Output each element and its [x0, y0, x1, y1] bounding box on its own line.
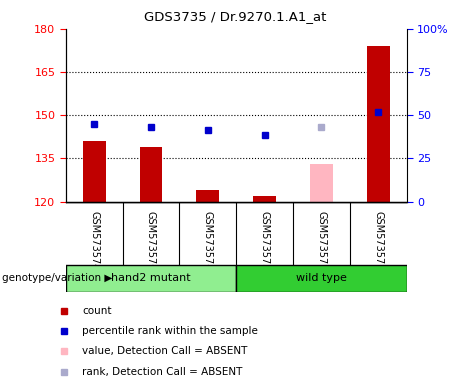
Text: count: count	[82, 306, 111, 316]
Bar	[367, 46, 390, 202]
Text: GSM573578: GSM573578	[203, 211, 213, 270]
Text: GDS3735 / Dr.9270.1.A1_at: GDS3735 / Dr.9270.1.A1_at	[144, 10, 326, 23]
Text: GSM573577: GSM573577	[373, 211, 383, 271]
Text: value, Detection Call = ABSENT: value, Detection Call = ABSENT	[82, 346, 247, 356]
Bar	[140, 147, 162, 202]
Bar	[310, 164, 333, 202]
Text: GSM573573: GSM573573	[259, 211, 270, 270]
Text: GSM573574: GSM573574	[89, 211, 99, 270]
Bar	[83, 141, 106, 202]
Text: wild type: wild type	[296, 273, 347, 283]
Text: genotype/variation ▶: genotype/variation ▶	[2, 273, 113, 283]
Bar	[196, 190, 219, 202]
Bar	[236, 265, 407, 292]
Bar	[253, 196, 276, 202]
Text: percentile rank within the sample: percentile rank within the sample	[82, 326, 258, 336]
Text: hand2 mutant: hand2 mutant	[111, 273, 191, 283]
Text: GSM573576: GSM573576	[146, 211, 156, 270]
Bar	[66, 265, 236, 292]
Text: GSM573575: GSM573575	[316, 211, 326, 271]
Text: rank, Detection Call = ABSENT: rank, Detection Call = ABSENT	[82, 367, 242, 377]
